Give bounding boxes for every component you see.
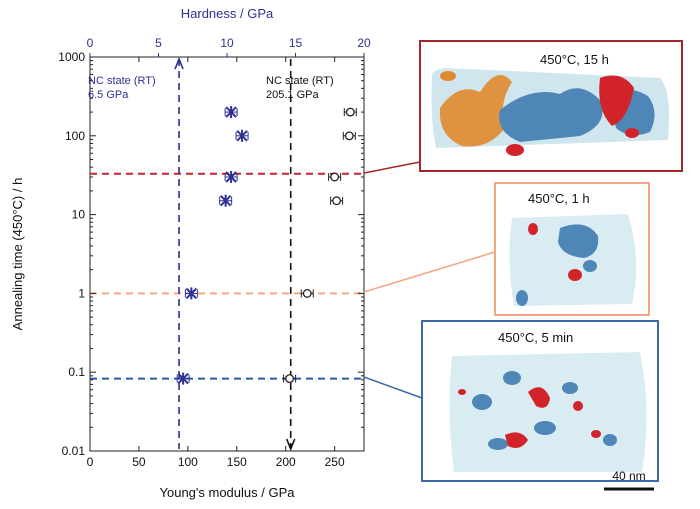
- panel-connectors: [363, 161, 496, 399]
- precipitate-red: [599, 75, 634, 126]
- scale-bar-label: 40 nm: [612, 469, 645, 483]
- precipitate-blue: [488, 438, 508, 450]
- scale-bar: 40 nm: [604, 469, 654, 491]
- panel-title-1h: 450°C, 1 h: [528, 191, 590, 206]
- y-tick-label: 1000: [58, 50, 85, 64]
- circle-marker: [345, 107, 355, 117]
- precipitate-blue: [503, 371, 521, 385]
- precipitate-blue: [603, 434, 617, 446]
- precipitate-red: [625, 128, 639, 138]
- modulus-point: [300, 288, 314, 298]
- precipitate-blue: [562, 382, 578, 394]
- circle-marker: [332, 196, 342, 206]
- connector-1h: [363, 251, 496, 293]
- x-tick-label: 250: [325, 455, 345, 469]
- y-tick-label: 1: [78, 286, 85, 300]
- nc-arrow-down: [285, 438, 296, 452]
- precipitate-red: [573, 401, 583, 411]
- atom-map-panel-5min: 450°C, 5 min: [421, 320, 659, 482]
- x2-tick-label: 0: [87, 36, 94, 50]
- precipitate-blue: [534, 421, 556, 435]
- hardness-point: [224, 171, 238, 184]
- precipitate-orange-small: [440, 71, 456, 81]
- circle-marker: [330, 172, 340, 182]
- precipitate-red: [568, 269, 582, 281]
- precipitate-orange: [439, 74, 512, 147]
- panel-title-15h: 450°C, 15 h: [540, 52, 609, 67]
- precipitate-red: [528, 387, 550, 408]
- x2-tick-label: 20: [357, 36, 371, 50]
- modulus-point: [283, 374, 297, 384]
- hardness-point: [184, 287, 198, 300]
- nc-annotation-modulus-line2: 205.1 GPa: [266, 89, 319, 101]
- nc-annotation-hardness-line2: 6.5 GPa: [88, 89, 129, 101]
- nc-state-lines: [174, 56, 296, 452]
- modulus-point: [328, 172, 342, 182]
- x-tick-label: 100: [178, 455, 198, 469]
- hardness-point: [224, 106, 238, 119]
- x2-axis-title: Hardness / GPa: [181, 6, 274, 21]
- nc-annotation-modulus-line1: NC state (RT): [266, 75, 334, 87]
- modulus-point: [343, 107, 357, 117]
- circle-marker: [285, 374, 295, 384]
- atom-map-panel-15h: 450°C, 15 h: [419, 40, 683, 172]
- x2-tick-label: 5: [155, 36, 162, 50]
- precipitate-red: [505, 432, 528, 448]
- connector-15h: [363, 161, 421, 174]
- precipitate-red: [458, 389, 466, 395]
- precipitate-blue: [472, 394, 492, 410]
- y-tick-label: 0.1: [68, 365, 85, 379]
- modulus-point: [330, 196, 344, 206]
- panel-title-5min: 450°C, 5 min: [498, 330, 573, 345]
- x2-tick-label: 15: [289, 36, 303, 50]
- precipitate-blue: [558, 224, 599, 258]
- x-tick-label: 200: [276, 455, 296, 469]
- y-axis-title: Annealing time (450°C) / h: [10, 178, 25, 331]
- nc-arrow-up: [174, 56, 184, 70]
- nc-annotation-hardness-line1: NC state (RT): [88, 75, 156, 87]
- data-marks: [176, 106, 357, 385]
- precipitate-blue-cluster: [499, 88, 603, 142]
- x-axis-title: Young's modulus / GPa: [160, 485, 296, 500]
- hardness-point: [235, 129, 249, 142]
- hardness-point: [176, 372, 190, 385]
- x-tick-label: 0: [87, 455, 94, 469]
- x-tick-label: 150: [227, 455, 247, 469]
- hardness-point: [219, 194, 233, 207]
- atom-map-panel-1h: 450°C, 1 h: [494, 182, 650, 316]
- precipitate-blue: [583, 260, 597, 272]
- x2-tick-label: 10: [220, 36, 234, 50]
- circle-marker: [302, 288, 312, 298]
- modulus-point: [342, 131, 356, 141]
- precipitate-red: [528, 223, 538, 235]
- y-tick-label: 100: [65, 129, 85, 143]
- circle-marker: [344, 131, 354, 141]
- precipitate-blue: [516, 290, 528, 306]
- atom-map-cloud: [449, 352, 647, 472]
- connector-5min: [363, 376, 423, 399]
- reference-lines: [90, 172, 364, 380]
- atom-map-cloud: [509, 214, 637, 306]
- x-tick-label: 50: [132, 455, 146, 469]
- precipitate-red: [506, 144, 524, 156]
- axes: 0 50 100 150 200 250 0 5 10 15 20 0.01 0.1 1 10 100 1000: [58, 36, 371, 469]
- y-tick-label: 0.01: [62, 444, 86, 458]
- chart: 0 50 100 150 200 250 0 5 10 15 20 0.01 0.1 1 10 100 1000…: [10, 6, 371, 500]
- precipitate-red: [591, 430, 601, 438]
- y-tick-label: 10: [72, 208, 86, 222]
